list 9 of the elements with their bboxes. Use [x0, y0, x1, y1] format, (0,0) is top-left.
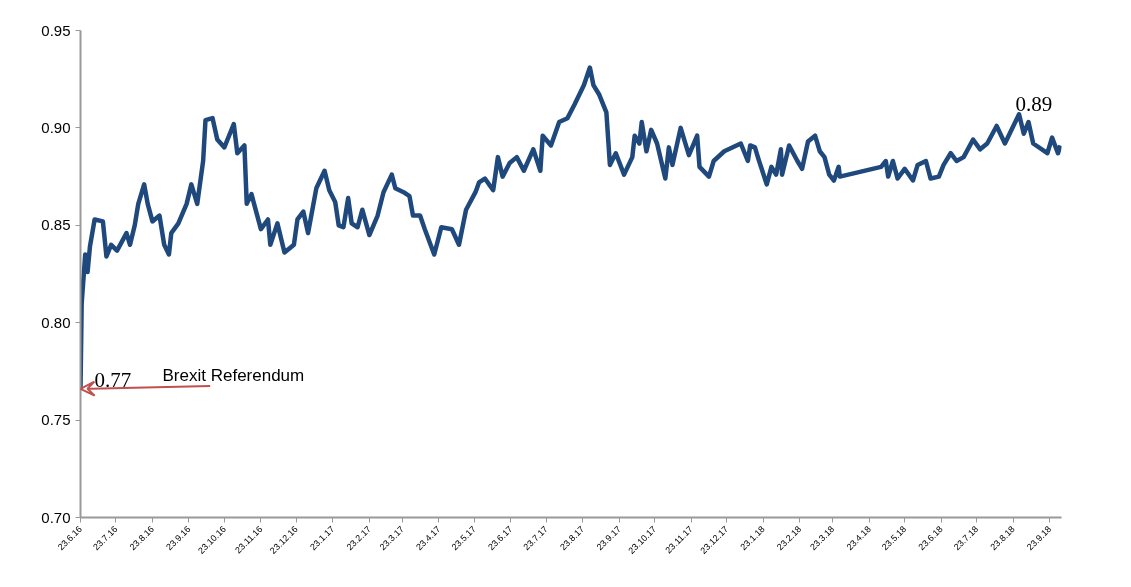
y-tick-label: 0.75: [41, 411, 71, 429]
y-tick-label: 0.70: [41, 508, 71, 526]
y-tick-label: 0.90: [41, 118, 71, 136]
y-tick-label: 0.85: [41, 216, 71, 234]
data-label: 0.77: [94, 367, 132, 392]
data-label: 0.89: [1015, 92, 1053, 117]
annotation: Brexit Referendum: [162, 365, 305, 385]
y-tick-label: 0.80: [41, 313, 71, 331]
y-tick-label: 0.95: [41, 21, 71, 39]
